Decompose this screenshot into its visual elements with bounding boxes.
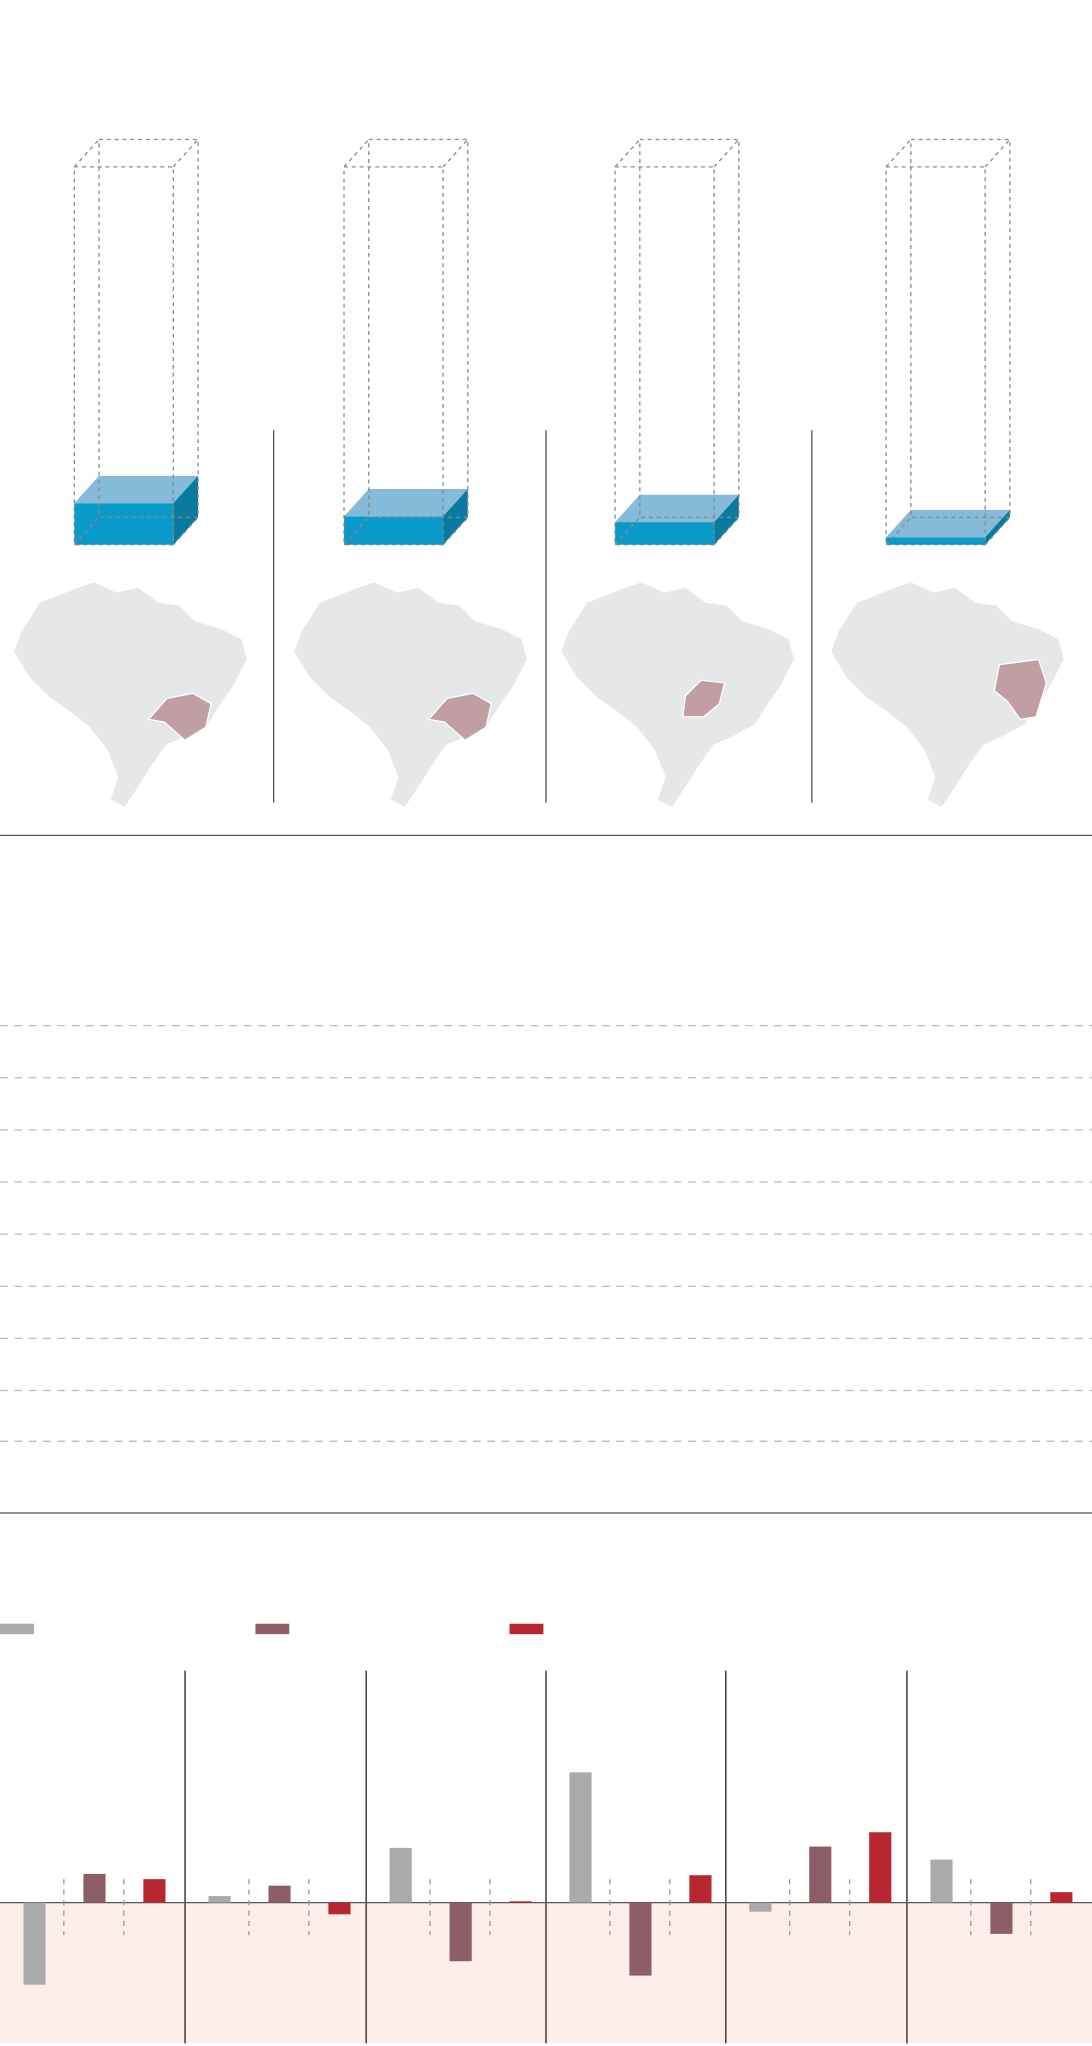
bar — [83, 1873, 106, 1903]
bar — [809, 1846, 832, 1903]
fill-box — [344, 489, 468, 545]
fill-box — [74, 475, 199, 545]
legend-swatch — [0, 1623, 34, 1635]
map — [559, 580, 796, 809]
box-front — [344, 516, 444, 545]
box-side — [985, 509, 1010, 545]
box-top — [74, 475, 199, 504]
map — [12, 580, 249, 809]
outline — [984, 516, 1011, 546]
outline — [73, 166, 174, 546]
box-outline — [73, 138, 199, 546]
box-top — [615, 494, 739, 523]
bar — [23, 1902, 46, 1985]
outline — [368, 138, 469, 519]
outline — [172, 139, 199, 168]
box-front — [886, 537, 986, 545]
outline — [984, 139, 1011, 168]
outline — [442, 139, 469, 168]
outline — [172, 516, 199, 546]
bar — [509, 1901, 532, 1903]
box-outline — [885, 138, 1011, 546]
box-side — [173, 475, 199, 545]
box-outline — [343, 138, 469, 546]
map — [292, 580, 529, 809]
box-top — [886, 509, 1010, 538]
separators — [0, 430, 1092, 1514]
outline — [885, 139, 912, 168]
outline — [343, 516, 370, 546]
box-top — [344, 489, 468, 517]
bar — [449, 1902, 472, 1962]
outline — [614, 516, 641, 546]
bar — [749, 1902, 772, 1912]
bar — [689, 1875, 712, 1903]
map — [829, 580, 1066, 809]
outline — [885, 516, 912, 546]
outline — [910, 138, 1011, 519]
bar — [1050, 1892, 1073, 1903]
legend-swatch — [509, 1623, 544, 1635]
outline — [614, 166, 715, 546]
bar — [990, 1902, 1013, 1934]
outline — [614, 139, 641, 168]
fill-box — [886, 509, 1010, 545]
outline — [98, 138, 199, 519]
bar — [869, 1832, 892, 1903]
outline — [73, 139, 100, 168]
fill-box — [615, 494, 739, 545]
bar — [930, 1859, 953, 1903]
outline — [639, 138, 740, 519]
box-front — [615, 522, 715, 545]
empty-grid — [0, 1024, 1092, 1442]
outline — [442, 516, 469, 546]
bar — [569, 1772, 592, 1903]
bar — [143, 1879, 166, 1903]
outline — [343, 166, 444, 546]
legend-swatch — [255, 1623, 290, 1635]
box-outline — [614, 138, 740, 546]
outline — [713, 516, 740, 546]
outline — [343, 139, 370, 168]
bar — [208, 1896, 231, 1903]
box-front — [74, 503, 174, 545]
outline — [73, 516, 100, 546]
outline — [885, 166, 986, 546]
maps — [12, 580, 1066, 809]
box-side — [714, 494, 739, 545]
bar — [328, 1902, 351, 1915]
bar — [629, 1902, 652, 1976]
box-side — [443, 489, 468, 545]
bar — [268, 1885, 291, 1903]
outline — [713, 139, 740, 168]
bar — [389, 1847, 412, 1903]
